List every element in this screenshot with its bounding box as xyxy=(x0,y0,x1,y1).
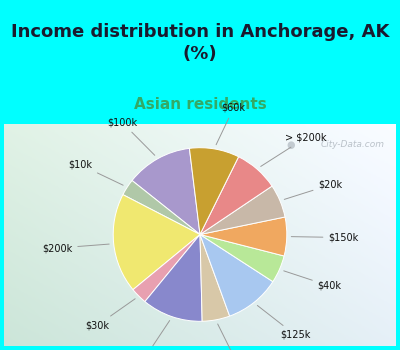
Text: $10k: $10k xyxy=(68,160,123,185)
Text: $100k: $100k xyxy=(107,118,155,155)
Wedge shape xyxy=(145,234,202,321)
Wedge shape xyxy=(200,217,287,256)
Text: Income distribution in Anchorage, AK
(%): Income distribution in Anchorage, AK (%) xyxy=(11,23,389,63)
Text: $150k: $150k xyxy=(291,232,359,243)
Wedge shape xyxy=(123,181,200,234)
Wedge shape xyxy=(200,234,284,282)
Wedge shape xyxy=(200,234,230,321)
Text: $20k: $20k xyxy=(284,180,342,200)
Wedge shape xyxy=(200,157,272,235)
Text: $30k: $30k xyxy=(85,299,135,330)
Text: Asian residents: Asian residents xyxy=(134,97,266,112)
Wedge shape xyxy=(200,234,273,316)
Text: $50k: $50k xyxy=(218,324,248,350)
Wedge shape xyxy=(113,195,200,290)
Wedge shape xyxy=(132,148,200,235)
Text: > $200k: > $200k xyxy=(261,133,326,167)
Text: $125k: $125k xyxy=(257,306,310,340)
Wedge shape xyxy=(133,234,200,302)
Text: $60k: $60k xyxy=(216,103,246,145)
Wedge shape xyxy=(190,148,238,234)
Text: City-Data.com: City-Data.com xyxy=(320,140,384,149)
Text: $200k: $200k xyxy=(42,243,109,253)
Text: $40k: $40k xyxy=(284,271,342,291)
Text: $75k: $75k xyxy=(134,321,170,350)
Text: ●: ● xyxy=(286,140,295,150)
Wedge shape xyxy=(200,186,285,235)
